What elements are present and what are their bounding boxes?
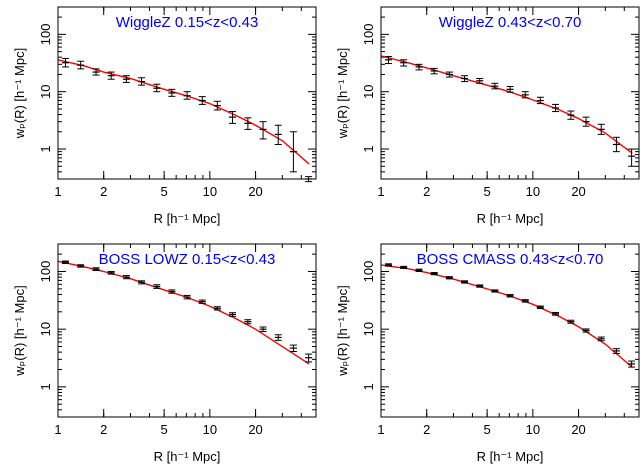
x-tick-label: 20 [571,184,585,199]
x-tick-label: 1 [377,184,384,199]
x-tick-label: 1 [54,184,61,199]
x-tick-label: 10 [526,422,540,437]
y-tick-label: 10 [38,322,53,336]
plot-frame [57,6,317,180]
x-tick-label: 20 [248,422,262,437]
y-axis-label: wₚ(R) [h⁻¹ Mpc] [12,285,27,376]
x-tick-label: 1 [377,422,384,437]
x-tick-label: 20 [248,184,262,199]
model-curve [380,264,633,368]
plot-frame [380,243,640,418]
x-tick-label: 10 [203,184,217,199]
plot-frame [57,243,317,418]
x-tick-label: 10 [203,422,217,437]
x-tick-label: 2 [100,422,107,437]
y-tick-label: 100 [38,261,53,283]
chart-title: BOSS CMASS 0.43<z<0.70 [417,251,604,268]
x-tick-label: 2 [100,184,107,199]
y-tick-label: 1 [361,383,376,390]
x-tick-label: 5 [484,184,491,199]
x-axis-label: R [h⁻¹ Mpc] [477,211,544,226]
y-tick-label: 1 [361,145,376,152]
y-axis-label: wₚ(R) [h⁻¹ Mpc] [335,285,350,376]
y-tick-label: 10 [361,322,376,336]
x-axis-label: R [h⁻¹ Mpc] [154,211,221,226]
y-axis-label: wₚ(R) [h⁻¹ Mpc] [12,48,27,139]
plot-frame [380,6,640,180]
y-tick-label: 10 [361,84,376,98]
panel-boss-cmass: 1 2 5 10 20 1 10 100 BOSS CMASS 0.43<z<0.70 R [h⁻… [335,243,640,464]
panel-boss-lowz: 1 2 5 10 20 1 10 100 BOSS LOWZ 0.15<z<0.43 R [h⁻¹… [12,243,317,464]
chart-title: BOSS LOWZ 0.15<z<0.43 [99,251,276,268]
y-axis-label: wₚ(R) [h⁻¹ Mpc] [335,48,350,139]
x-tick-label: 2 [423,184,430,199]
chart-title: WiggleZ 0.15<z<0.43 [116,14,259,31]
y-tick-label: 100 [361,261,376,283]
model-curve [380,55,633,154]
x-tick-label: 10 [526,184,540,199]
x-tick-label: 1 [54,422,61,437]
y-tick-label: 1 [38,383,53,390]
y-tick-label: 100 [38,23,53,45]
y-tick-label: 1 [38,145,53,152]
panel-wigglez-high-z: 1 2 5 10 20 1 10 100 WiggleZ 0.43<z<0.70 R [h⁻¹ M… [335,6,640,226]
model-curve [57,260,310,365]
chart-title: WiggleZ 0.43<z<0.70 [439,14,582,31]
x-tick-label: 5 [161,422,168,437]
x-tick-label: 5 [161,184,168,199]
x-axis-label: R [h⁻¹ Mpc] [154,449,221,464]
y-tick-label: 10 [38,84,53,98]
y-tick-label: 100 [361,23,376,45]
panel-wigglez-low-z: 1 2 5 10 20 1 10 100 WiggleZ 0.15<z<0.43 R [h⁻¹ M… [12,6,317,226]
x-axis-label: R [h⁻¹ Mpc] [477,449,544,464]
x-tick-label: 2 [423,422,430,437]
x-tick-label: 20 [571,422,585,437]
x-tick-label: 5 [484,422,491,437]
